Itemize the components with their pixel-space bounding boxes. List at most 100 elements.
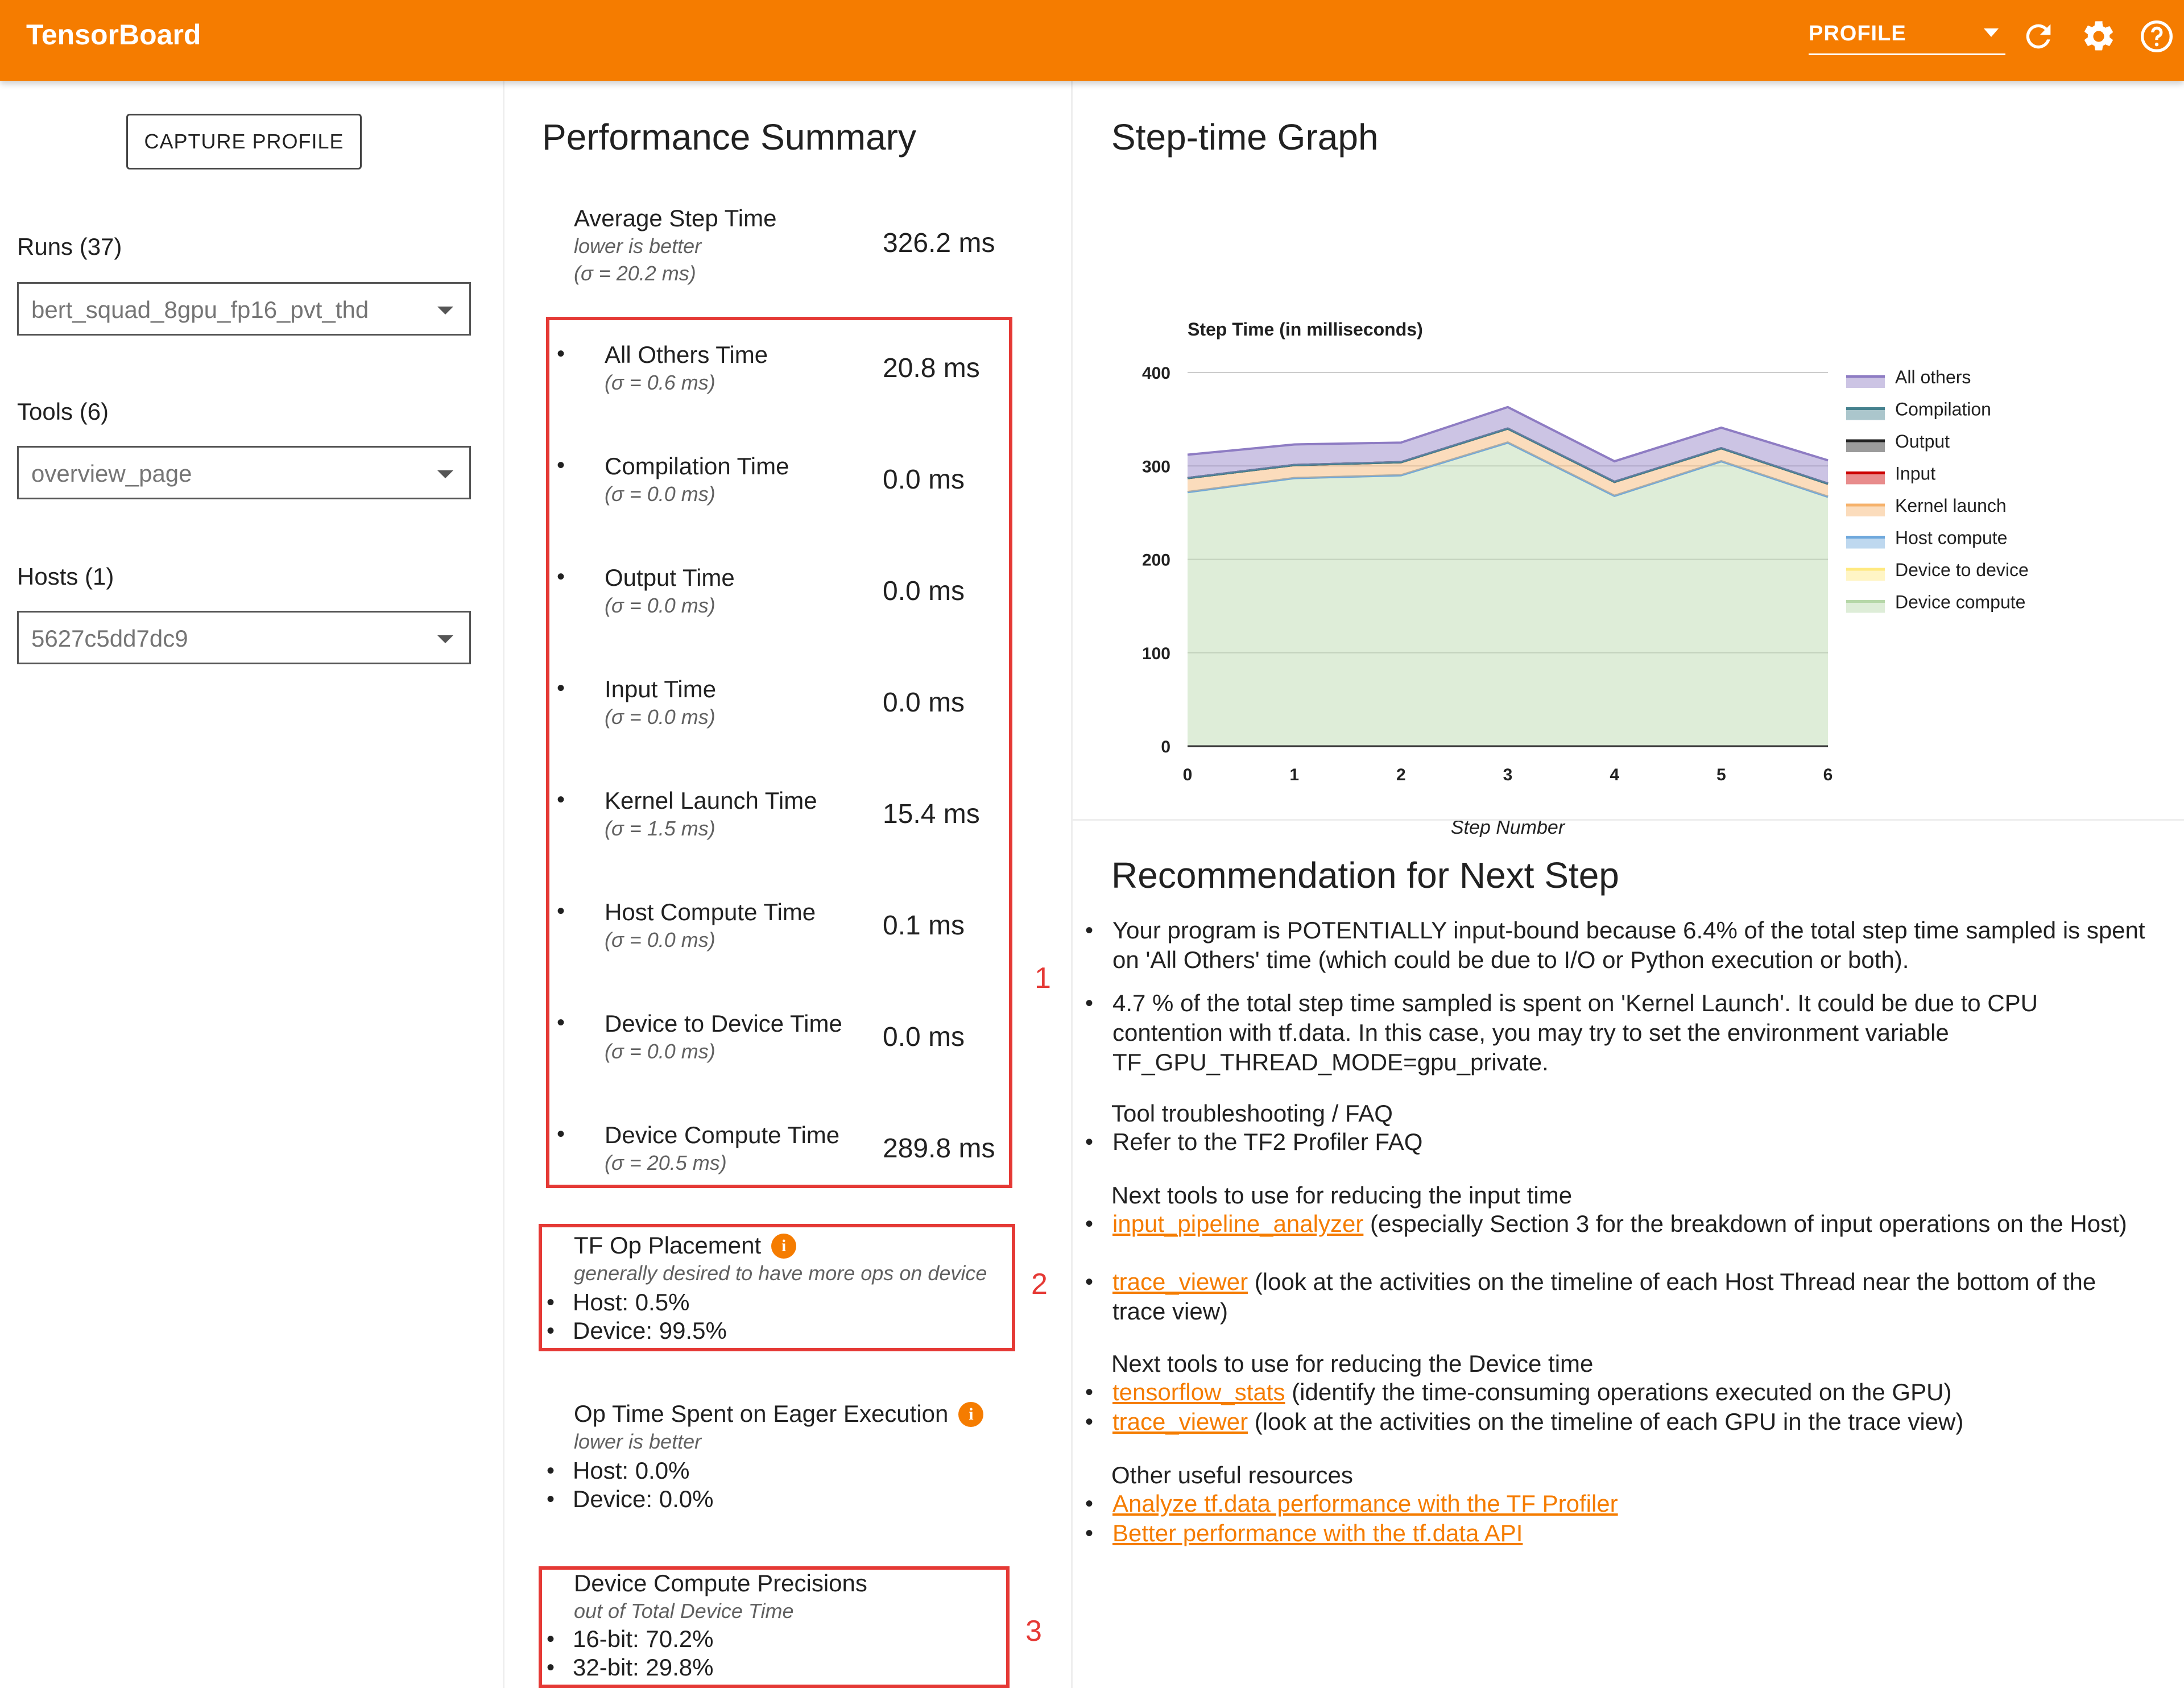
performance-summary-panel: Performance Summary Average Step Time lo… xyxy=(504,81,1073,1688)
recommendation-item: 4.7 % of the total step time sampled is … xyxy=(1085,988,2153,1077)
settings-icon[interactable] xyxy=(2080,18,2117,55)
device-time-heading: Next tools to use for reducing the Devic… xyxy=(1111,1350,1594,1377)
right-panel: Step-time Graph Step Time (in millisecon… xyxy=(1073,81,2184,1688)
item-label: Output Time xyxy=(605,564,735,591)
x-tick-label: 6 xyxy=(1823,766,1833,784)
legend-label: Device to device xyxy=(1895,560,2029,580)
average-step-time-sigma: (σ = 20.2 ms) xyxy=(574,262,696,285)
annotation-number-2: 2 xyxy=(1031,1268,1048,1301)
legend-label: Kernel launch xyxy=(1895,495,2007,516)
capture-profile-button[interactable]: CAPTURE PROFILE xyxy=(126,114,362,169)
tensorflow-stats-link[interactable]: tensorflow_stats xyxy=(1112,1379,1285,1405)
legend-label: Device compute xyxy=(1895,592,2025,613)
tools-label: Tools (6) xyxy=(17,398,109,425)
average-step-time-value: 326.2 ms xyxy=(883,228,995,258)
item-label: Kernel Launch Time xyxy=(605,787,817,814)
line-compilation xyxy=(1187,427,1829,485)
item-sigma: (σ = 0.0 ms) xyxy=(605,705,715,729)
runs-label: Runs (37) xyxy=(17,233,122,260)
list-item: trace_viewer (look at the activities on … xyxy=(1085,1407,2153,1437)
device-compute-precisions-title: Device Compute Precisions xyxy=(574,1570,867,1596)
item-label: Input Time xyxy=(605,676,717,702)
plugin-select[interactable]: PROFILE xyxy=(1809,18,2005,55)
annotation-box-2 xyxy=(539,1224,1015,1351)
link-description: (look at the activities on the timeline … xyxy=(1112,1268,2096,1325)
line-all-others xyxy=(1187,406,1829,463)
chevron-down-icon xyxy=(437,307,453,315)
y-tick-label: 400 xyxy=(1142,364,1170,383)
hosts-select[interactable]: 5627c5dd7dc9 xyxy=(17,611,471,664)
y-tick-label: 300 xyxy=(1142,457,1170,476)
item-sigma: (σ = 0.0 ms) xyxy=(605,1040,715,1063)
tools-select[interactable]: overview_page xyxy=(17,446,471,499)
eager-host: Host: 0.0% xyxy=(547,1457,690,1484)
annotation-box-3 xyxy=(539,1566,1010,1688)
info-icon[interactable]: i xyxy=(958,1402,984,1427)
list-item: input_pipeline_analyzer (especially Sect… xyxy=(1085,1209,2153,1239)
tf-data-profiler-link[interactable]: Analyze tf.data performance with the TF … xyxy=(1112,1490,1618,1517)
trace-viewer-link[interactable]: trace_viewer xyxy=(1112,1408,1248,1435)
item-sigma: (σ = 0.0 ms) xyxy=(605,594,715,617)
annotation-number-1: 1 xyxy=(1035,962,1051,995)
item-sigma: (σ = 20.5 ms) xyxy=(605,1151,727,1174)
top-app-bar: TensorBoard PROFILE xyxy=(0,0,2184,81)
annotation-box-1 xyxy=(546,317,1012,1188)
chevron-down-icon xyxy=(437,470,453,478)
legend-swatch xyxy=(1846,569,1885,581)
sidebar: CAPTURE PROFILE Runs (37) bert_squad_8gp… xyxy=(0,81,504,1688)
other-resources-heading: Other useful resources xyxy=(1111,1462,1353,1488)
item-value: 15.4 ms xyxy=(883,799,980,829)
legend-swatch xyxy=(1846,537,1885,549)
input-pipeline-analyzer-link[interactable]: input_pipeline_analyzer xyxy=(1112,1210,1364,1237)
info-icon[interactable]: i xyxy=(771,1234,797,1259)
x-tick-label: 2 xyxy=(1396,766,1406,784)
x-tick-label: 5 xyxy=(1716,766,1726,784)
list-item: trace_viewer (look at the activities on … xyxy=(1085,1267,2153,1326)
annotation-number-3: 3 xyxy=(1025,1615,1042,1648)
item-label: Host Compute Time xyxy=(605,899,816,925)
link-description: (especially Section 3 for the breakdown … xyxy=(1363,1210,2127,1237)
item-sigma: (σ = 1.5 ms) xyxy=(605,817,715,840)
runs-select-value: bert_squad_8gpu_fp16_pvt_thd xyxy=(31,296,369,323)
item-label: Device Compute Time xyxy=(605,1122,840,1148)
refresh-icon[interactable] xyxy=(2020,18,2057,55)
chevron-down-icon xyxy=(1984,28,1999,37)
x-tick-label: 4 xyxy=(1610,766,1619,784)
item-value: 20.8 ms xyxy=(883,353,980,383)
area-device-compute xyxy=(1188,442,1828,746)
runs-select[interactable]: bert_squad_8gpu_fp16_pvt_thd xyxy=(17,282,471,336)
legend-swatch xyxy=(1846,441,1885,452)
eager-execution-title: Op Time Spent on Eager Execution xyxy=(574,1400,949,1427)
faq-item: Refer to the TF2 Profiler FAQ xyxy=(1085,1127,2153,1157)
legend-swatch xyxy=(1846,473,1885,485)
legend-label: All others xyxy=(1895,367,1971,387)
help-icon[interactable] xyxy=(2138,18,2175,55)
list-item: Better performance with the tf.data API xyxy=(1085,1519,2153,1548)
average-step-time-hint: lower is better xyxy=(574,234,702,258)
eager-device: Device: 0.0% xyxy=(547,1486,714,1513)
placement-device: Device: 99.5% xyxy=(547,1317,727,1344)
average-step-time-label: Average Step Time xyxy=(574,205,777,231)
x-tick-label: 1 xyxy=(1289,766,1299,784)
trace-viewer-link[interactable]: trace_viewer xyxy=(1112,1268,1248,1295)
link-description: (identify the time-consuming operations … xyxy=(1285,1379,1952,1405)
device-compute-precisions-hint: out of Total Device Time xyxy=(574,1599,794,1623)
plugin-select-value: PROFILE xyxy=(1809,22,1906,45)
legend-swatch xyxy=(1846,505,1885,516)
hosts-select-value: 5627c5dd7dc9 xyxy=(31,625,188,652)
item-value: 0.0 ms xyxy=(883,1022,965,1052)
tools-select-value: overview_page xyxy=(31,460,192,487)
legend-label: Compilation xyxy=(1895,399,1991,420)
tf-data-api-link[interactable]: Better performance with the tf.data API xyxy=(1112,1520,1523,1546)
item-label: Device to Device Time xyxy=(605,1010,842,1037)
item-value: 0.1 ms xyxy=(883,911,965,941)
area-kernel-launch xyxy=(1188,428,1828,497)
divider xyxy=(1073,819,2184,821)
item-value: 0.0 ms xyxy=(883,465,965,495)
recommendation-item: Your program is POTENTIALLY input-bound … xyxy=(1085,916,2153,975)
legend-swatch xyxy=(1846,377,1885,388)
input-time-heading: Next tools to use for reducing the input… xyxy=(1111,1182,1573,1209)
list-item: tensorflow_stats (identify the time-cons… xyxy=(1085,1377,2153,1407)
tf-op-placement-heading: TF Op Placement i xyxy=(574,1232,797,1259)
list-item: Analyze tf.data performance with the TF … xyxy=(1085,1489,2153,1519)
